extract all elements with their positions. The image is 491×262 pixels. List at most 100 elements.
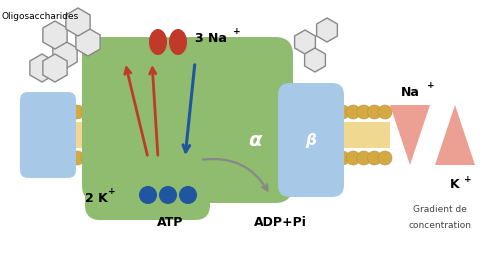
- Text: Oligosaccharides: Oligosaccharides: [2, 12, 79, 21]
- Bar: [30, 122, 390, 148]
- Circle shape: [39, 105, 53, 119]
- Text: Na: Na: [401, 85, 419, 99]
- Circle shape: [261, 151, 275, 165]
- Circle shape: [155, 151, 169, 165]
- Circle shape: [49, 151, 63, 165]
- Circle shape: [92, 105, 106, 119]
- Text: K: K: [450, 178, 460, 192]
- Circle shape: [261, 105, 275, 119]
- Circle shape: [282, 105, 297, 119]
- Polygon shape: [304, 48, 326, 72]
- Circle shape: [102, 151, 116, 165]
- Circle shape: [304, 105, 318, 119]
- Circle shape: [70, 105, 84, 119]
- FancyBboxPatch shape: [85, 125, 210, 220]
- Polygon shape: [435, 105, 475, 165]
- Circle shape: [304, 151, 318, 165]
- Circle shape: [176, 151, 191, 165]
- Ellipse shape: [149, 29, 167, 55]
- Circle shape: [166, 105, 180, 119]
- Circle shape: [293, 105, 307, 119]
- Circle shape: [240, 151, 254, 165]
- Circle shape: [176, 105, 191, 119]
- Circle shape: [314, 151, 328, 165]
- Polygon shape: [76, 28, 100, 56]
- Circle shape: [293, 151, 307, 165]
- Circle shape: [28, 105, 42, 119]
- Circle shape: [145, 105, 159, 119]
- Circle shape: [155, 105, 169, 119]
- Circle shape: [198, 105, 212, 119]
- Circle shape: [325, 105, 339, 119]
- Polygon shape: [43, 21, 67, 49]
- Circle shape: [92, 151, 106, 165]
- Circle shape: [187, 151, 201, 165]
- Circle shape: [49, 105, 63, 119]
- Circle shape: [282, 151, 297, 165]
- Circle shape: [60, 105, 74, 119]
- Circle shape: [346, 151, 360, 165]
- Circle shape: [240, 105, 254, 119]
- Polygon shape: [317, 18, 337, 42]
- Circle shape: [272, 151, 286, 165]
- Text: β: β: [305, 133, 316, 148]
- Circle shape: [113, 151, 127, 165]
- Circle shape: [134, 151, 148, 165]
- Circle shape: [198, 151, 212, 165]
- FancyBboxPatch shape: [82, 37, 293, 203]
- Ellipse shape: [169, 29, 187, 55]
- Text: α: α: [248, 130, 262, 150]
- Circle shape: [102, 105, 116, 119]
- Circle shape: [378, 105, 392, 119]
- Circle shape: [367, 151, 382, 165]
- Circle shape: [219, 105, 233, 119]
- Circle shape: [81, 105, 95, 119]
- Polygon shape: [53, 41, 77, 69]
- Circle shape: [325, 151, 339, 165]
- Circle shape: [229, 151, 244, 165]
- Circle shape: [70, 151, 84, 165]
- Polygon shape: [30, 54, 54, 82]
- Circle shape: [166, 151, 180, 165]
- Circle shape: [357, 151, 371, 165]
- Circle shape: [179, 186, 197, 204]
- Polygon shape: [390, 105, 430, 165]
- Circle shape: [335, 151, 350, 165]
- Circle shape: [187, 105, 201, 119]
- Text: +: +: [108, 188, 115, 196]
- Circle shape: [28, 151, 42, 165]
- Circle shape: [159, 186, 177, 204]
- Polygon shape: [295, 30, 315, 54]
- Circle shape: [357, 105, 371, 119]
- Circle shape: [81, 151, 95, 165]
- Circle shape: [335, 105, 350, 119]
- Circle shape: [134, 105, 148, 119]
- Circle shape: [219, 151, 233, 165]
- Circle shape: [208, 151, 222, 165]
- Circle shape: [208, 105, 222, 119]
- Circle shape: [60, 151, 74, 165]
- Text: 2 K: 2 K: [85, 192, 108, 205]
- Text: concentration: concentration: [409, 221, 471, 230]
- Circle shape: [314, 105, 328, 119]
- Text: Gradient de: Gradient de: [413, 205, 467, 215]
- Circle shape: [272, 105, 286, 119]
- Circle shape: [367, 105, 382, 119]
- Circle shape: [251, 151, 265, 165]
- Circle shape: [139, 186, 157, 204]
- Text: +: +: [464, 174, 472, 183]
- Circle shape: [145, 151, 159, 165]
- Polygon shape: [43, 54, 67, 82]
- FancyBboxPatch shape: [278, 83, 344, 197]
- Circle shape: [378, 151, 392, 165]
- Polygon shape: [66, 8, 90, 36]
- Circle shape: [229, 105, 244, 119]
- Circle shape: [123, 151, 137, 165]
- Text: 3 Na: 3 Na: [195, 31, 227, 45]
- FancyBboxPatch shape: [20, 92, 76, 178]
- Circle shape: [113, 105, 127, 119]
- Circle shape: [123, 105, 137, 119]
- Text: ADP+Pi: ADP+Pi: [253, 216, 306, 228]
- Circle shape: [39, 151, 53, 165]
- Circle shape: [346, 105, 360, 119]
